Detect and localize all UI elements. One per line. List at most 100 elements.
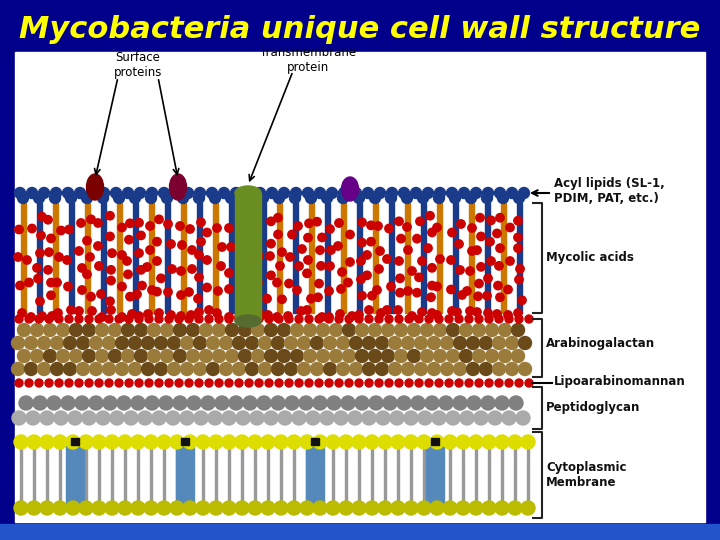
Circle shape	[454, 362, 467, 375]
Circle shape	[521, 435, 535, 449]
Circle shape	[246, 282, 254, 291]
Circle shape	[155, 379, 163, 387]
Circle shape	[64, 282, 72, 291]
Circle shape	[514, 233, 522, 241]
Circle shape	[456, 501, 470, 515]
Circle shape	[487, 257, 495, 265]
Circle shape	[432, 411, 446, 425]
Circle shape	[284, 336, 297, 349]
Circle shape	[327, 396, 341, 410]
Circle shape	[128, 336, 142, 349]
Circle shape	[446, 323, 459, 336]
Circle shape	[23, 256, 31, 264]
Circle shape	[18, 309, 26, 317]
Circle shape	[516, 265, 524, 273]
Circle shape	[247, 309, 255, 317]
Circle shape	[102, 362, 115, 375]
Circle shape	[213, 224, 221, 232]
Circle shape	[37, 362, 50, 375]
Circle shape	[426, 212, 434, 220]
Circle shape	[428, 228, 436, 237]
Circle shape	[404, 411, 418, 425]
Bar	[189, 446, 191, 504]
Bar	[85, 446, 87, 504]
Bar	[15, 52, 705, 522]
Bar	[59, 446, 61, 504]
Bar	[163, 446, 165, 504]
Circle shape	[411, 396, 425, 410]
Text: Acyl lipids (SL-1,
PDIM, PAT, etc.): Acyl lipids (SL-1, PDIM, PAT, etc.)	[554, 177, 665, 205]
Bar	[98, 446, 100, 504]
Circle shape	[415, 315, 423, 323]
Circle shape	[273, 313, 282, 321]
Circle shape	[56, 323, 70, 336]
Circle shape	[217, 262, 225, 270]
Circle shape	[135, 349, 148, 362]
Circle shape	[77, 219, 85, 227]
Circle shape	[494, 281, 503, 290]
Circle shape	[402, 192, 413, 204]
Bar	[46, 446, 48, 504]
Circle shape	[225, 323, 238, 336]
Bar	[0, 524, 720, 540]
Circle shape	[484, 309, 492, 317]
Circle shape	[125, 235, 133, 244]
Circle shape	[384, 224, 393, 233]
Circle shape	[155, 309, 163, 317]
Bar	[101, 203, 106, 313]
Circle shape	[201, 396, 215, 410]
Circle shape	[255, 315, 263, 323]
Circle shape	[107, 276, 115, 285]
Circle shape	[362, 362, 376, 375]
Circle shape	[37, 213, 46, 221]
Circle shape	[238, 349, 251, 362]
Circle shape	[408, 312, 416, 320]
Circle shape	[195, 308, 203, 316]
Circle shape	[118, 313, 126, 321]
Circle shape	[110, 187, 122, 199]
Circle shape	[166, 411, 180, 425]
Circle shape	[323, 362, 336, 375]
Circle shape	[290, 323, 304, 336]
Circle shape	[168, 265, 176, 273]
Circle shape	[195, 251, 203, 259]
Circle shape	[107, 266, 115, 274]
Bar	[68, 203, 73, 313]
Circle shape	[496, 293, 504, 301]
Circle shape	[413, 288, 421, 297]
Circle shape	[325, 313, 333, 321]
Circle shape	[218, 187, 230, 199]
Circle shape	[475, 315, 483, 323]
Circle shape	[79, 501, 93, 515]
Circle shape	[338, 187, 349, 199]
Circle shape	[435, 379, 443, 387]
Circle shape	[356, 323, 369, 336]
Circle shape	[266, 187, 277, 199]
Circle shape	[125, 315, 133, 323]
Circle shape	[287, 501, 301, 515]
Circle shape	[82, 411, 96, 425]
Circle shape	[277, 349, 290, 362]
Circle shape	[365, 501, 379, 515]
Bar	[245, 203, 250, 313]
Circle shape	[50, 187, 61, 199]
Circle shape	[299, 396, 313, 410]
Circle shape	[346, 230, 354, 239]
Circle shape	[357, 275, 365, 284]
Circle shape	[33, 264, 41, 272]
Circle shape	[474, 279, 483, 288]
Circle shape	[145, 315, 153, 323]
Bar	[276, 203, 282, 313]
Circle shape	[35, 379, 43, 387]
Circle shape	[456, 266, 464, 274]
Circle shape	[449, 192, 461, 204]
Circle shape	[305, 315, 313, 323]
Circle shape	[155, 362, 168, 375]
Circle shape	[365, 435, 379, 449]
Circle shape	[135, 323, 148, 336]
Circle shape	[215, 379, 223, 387]
Circle shape	[285, 379, 293, 387]
Circle shape	[455, 315, 463, 323]
Circle shape	[87, 293, 95, 301]
Circle shape	[152, 411, 166, 425]
